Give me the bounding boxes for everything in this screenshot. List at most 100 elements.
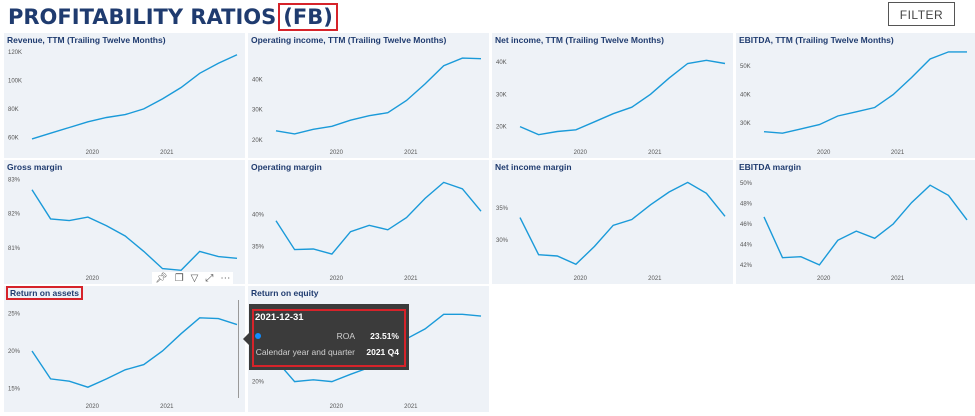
- chart-tile[interactable]: Return on assets 15% 20% 25% 2020 2021: [4, 286, 245, 412]
- chart-tile[interactable]: Revenue, TTM (Trailing Twelve Months) 60K…: [4, 33, 245, 158]
- series-line[interactable]: [275, 181, 482, 255]
- x-tick-label: 2020: [330, 404, 344, 410]
- chart-title: EBITDA, TTM (Trailing Twelve Months): [739, 35, 894, 45]
- chart-title: Net income, TTM (Trailing Twelve Months): [495, 35, 664, 45]
- chart-tile[interactable]: EBITDA margin 42% 44% 46% 48% 50% 2020 2021: [736, 160, 975, 284]
- tooltip-value: 23.51%: [370, 331, 399, 341]
- tooltip-value: 2021 Q4: [366, 347, 399, 357]
- x-tick-label: 2020: [330, 150, 344, 156]
- y-tick-label: 48%: [740, 202, 753, 208]
- x-tick-label: 2020: [574, 150, 588, 156]
- line-chart: 30K 40K 50K 2020 2021: [740, 51, 967, 156]
- series-line[interactable]: [31, 317, 238, 388]
- tooltip-key: ROA: [336, 331, 355, 341]
- line-chart: 35% 40% 2020 2021: [252, 181, 482, 282]
- chart-tile[interactable]: EBITDA, TTM (Trailing Twelve Months) 30K 4…: [736, 33, 975, 158]
- visual-header-toolbar: 📌︎ ❐ ▽ ⤢ ⋯: [152, 272, 234, 286]
- line-chart: 15% 20% 25% 2020 2021: [8, 311, 238, 410]
- x-tick-label: 2020: [86, 150, 100, 156]
- chart-title: Return on equity: [251, 288, 319, 298]
- tooltip-pointer: [243, 333, 249, 345]
- chart-tile[interactable]: Operating income, TTM (Trailing Twelve M…: [248, 33, 489, 158]
- line-chart: 20K 30K 40K 2020 2021: [252, 57, 482, 156]
- chart-title: EBITDA margin: [739, 162, 802, 172]
- x-tick-label: 2021: [891, 150, 905, 156]
- y-tick-label: 46%: [740, 222, 753, 228]
- ticker-highlight: (FB): [278, 3, 338, 31]
- chart-tile[interactable]: Operating margin 35% 40% 2020 2021: [248, 160, 489, 284]
- copy-icon[interactable]: ❐: [174, 273, 184, 284]
- expand-icon[interactable]: ⤢: [205, 273, 214, 284]
- chart-tile[interactable]: Net income, TTM (Trailing Twelve Months)…: [492, 33, 733, 158]
- tooltip: 2021-12-31 ROA 23.51% Calendar year and …: [249, 304, 409, 370]
- y-tick-label: 20K: [496, 125, 507, 131]
- more-icon[interactable]: ⋯: [220, 273, 231, 284]
- y-tick-label: 120K: [8, 50, 22, 56]
- chart-title: Operating margin: [251, 162, 322, 172]
- y-tick-label: 50K: [740, 64, 751, 70]
- y-tick-label: 35%: [252, 244, 265, 250]
- filter-icon[interactable]: ▽: [190, 273, 199, 284]
- x-tick-label: 2021: [404, 150, 418, 156]
- series-dot-icon: [255, 333, 261, 339]
- y-tick-label: 30K: [496, 92, 507, 98]
- y-tick-label: 25%: [8, 311, 21, 317]
- y-tick-label: 30K: [252, 108, 263, 114]
- x-tick-label: 2021: [160, 150, 174, 156]
- y-tick-label: 50%: [740, 181, 753, 187]
- y-tick-label: 20%: [252, 380, 265, 386]
- chart-title: Revenue, TTM (Trailing Twelve Months): [7, 35, 166, 45]
- y-tick-label: 60K: [8, 135, 19, 141]
- x-tick-label: 2020: [86, 404, 100, 410]
- x-tick-label: 2021: [160, 404, 174, 410]
- chart-tile[interactable]: Net income margin 30% 35% 2020 2021: [492, 160, 733, 284]
- page-title-text: PROFITABILITY RATIOS: [8, 5, 277, 29]
- line-chart: 30% 35% 2020 2021: [496, 181, 726, 282]
- x-tick-label: 2021: [648, 276, 662, 282]
- chart-title: Operating income, TTM (Trailing Twelve M…: [251, 35, 447, 45]
- line-chart: 60K 80K 100K 120K 2020 2021: [8, 50, 238, 156]
- x-tick-label: 2021: [404, 276, 418, 282]
- chart-title: Net income margin: [495, 162, 572, 172]
- series-line[interactable]: [31, 189, 238, 272]
- y-tick-label: 30K: [740, 121, 751, 127]
- y-tick-label: 35%: [496, 206, 509, 212]
- series-line[interactable]: [31, 54, 238, 140]
- series-line[interactable]: [519, 181, 726, 266]
- chart-title: Gross margin: [7, 162, 63, 172]
- line-chart: 42% 44% 46% 48% 50% 2020 2021: [740, 181, 968, 282]
- y-tick-label: 82%: [8, 212, 21, 218]
- tooltip-key: Calendar year and quarter: [255, 347, 355, 357]
- series-line[interactable]: [763, 184, 968, 266]
- tooltip-date: 2021-12-31: [255, 312, 304, 323]
- y-tick-label: 30%: [496, 238, 509, 244]
- pin-icon[interactable]: 📌︎: [155, 273, 168, 284]
- y-tick-label: 83%: [8, 177, 21, 183]
- hover-crosshair: [238, 300, 239, 398]
- x-tick-label: 2021: [404, 404, 418, 410]
- x-tick-label: 2020: [86, 276, 100, 282]
- x-tick-label: 2021: [648, 150, 662, 156]
- filter-button[interactable]: FILTER: [888, 2, 955, 26]
- series-line[interactable]: [275, 57, 482, 135]
- tooltip-highlight-box: [252, 309, 406, 367]
- x-tick-label: 2020: [330, 276, 344, 282]
- y-tick-label: 44%: [740, 242, 753, 248]
- x-tick-label: 2020: [817, 276, 831, 282]
- y-tick-label: 20%: [8, 349, 21, 355]
- x-tick-label: 2020: [817, 150, 831, 156]
- y-tick-label: 81%: [8, 246, 21, 252]
- series-line[interactable]: [763, 51, 967, 134]
- line-chart: 20K 30K 40K 2020 2021: [496, 59, 726, 156]
- y-tick-label: 100K: [8, 78, 22, 84]
- y-tick-label: 80K: [8, 107, 19, 113]
- y-tick-label: 15%: [8, 387, 21, 393]
- y-tick-label: 40K: [252, 77, 263, 83]
- y-tick-label: 40K: [496, 60, 507, 66]
- x-tick-label: 2021: [891, 276, 905, 282]
- y-tick-label: 20K: [252, 138, 263, 144]
- chart-title: Return on assets: [6, 286, 83, 300]
- series-line[interactable]: [519, 59, 726, 136]
